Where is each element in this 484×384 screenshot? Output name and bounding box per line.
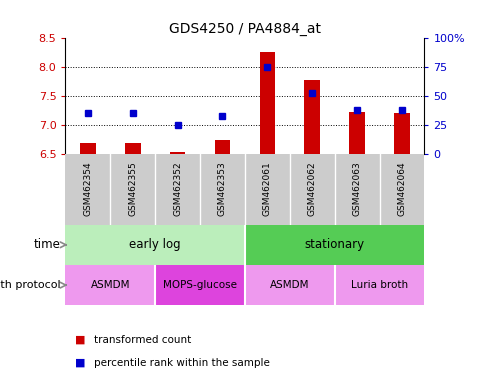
Bar — [65, 265, 155, 305]
Text: time: time — [34, 238, 60, 251]
Text: ASMDM: ASMDM — [91, 280, 130, 290]
Bar — [348, 112, 364, 154]
Bar — [393, 113, 409, 154]
Bar — [259, 52, 274, 154]
Bar — [244, 225, 424, 265]
Text: GSM462064: GSM462064 — [396, 162, 406, 217]
Bar — [80, 143, 95, 154]
Bar — [214, 141, 230, 154]
Text: GSM462061: GSM462061 — [262, 162, 272, 217]
Text: early log: early log — [129, 238, 181, 251]
Bar — [334, 265, 424, 305]
Bar — [65, 225, 244, 265]
Text: GSM462354: GSM462354 — [83, 162, 92, 217]
Text: ■: ■ — [75, 358, 86, 368]
Text: growth protocol: growth protocol — [0, 280, 60, 290]
Text: GSM462062: GSM462062 — [307, 162, 316, 217]
Text: GSM462352: GSM462352 — [173, 162, 182, 217]
Bar — [125, 143, 140, 154]
Text: ■: ■ — [75, 335, 86, 345]
Text: ASMDM: ASMDM — [270, 280, 309, 290]
Text: GSM462353: GSM462353 — [217, 162, 227, 217]
Title: GDS4250 / PA4884_at: GDS4250 / PA4884_at — [168, 22, 320, 36]
Bar — [155, 265, 244, 305]
Bar — [304, 80, 319, 154]
Text: percentile rank within the sample: percentile rank within the sample — [93, 358, 269, 368]
Text: Luria broth: Luria broth — [350, 280, 407, 290]
Bar — [169, 152, 185, 154]
Text: stationary: stationary — [304, 238, 364, 251]
Text: GSM462063: GSM462063 — [352, 162, 361, 217]
Text: transformed count: transformed count — [93, 335, 191, 345]
Text: GSM462355: GSM462355 — [128, 162, 137, 217]
Text: MOPS-glucose: MOPS-glucose — [163, 280, 237, 290]
Bar — [244, 265, 334, 305]
